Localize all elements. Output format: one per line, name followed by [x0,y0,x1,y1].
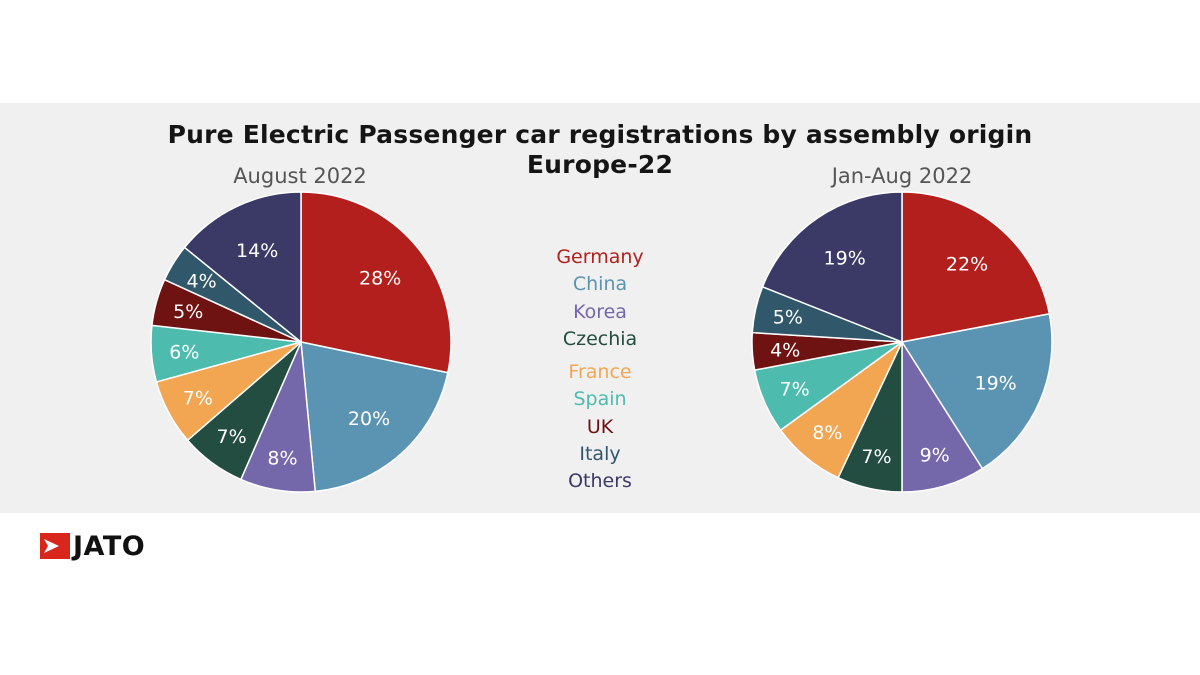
slice-label-uk: 4% [770,339,800,361]
slice-label-china: 19% [974,373,1016,395]
slice-label-china: 20% [348,408,390,430]
legend-item-france: France [568,361,632,384]
slice-label-italy: 4% [187,270,217,292]
legend-item-others: Others [568,470,632,493]
pie-august-2022: 28% 20% 8% 7%7% 6% 5% 4% 14% [150,191,452,493]
pie-jan-aug-title: Jan-Aug 2022 [831,164,973,188]
chart-title: Pure Electric Passenger car registration… [167,120,1033,149]
slice-label-france: 7% [183,387,213,409]
slice-label-spain: 6% [169,341,199,363]
slice-label-korea: 8% [267,448,297,470]
slice-others [761,191,903,344]
jato-logo: JATO [40,530,145,562]
slice-china [300,341,449,493]
pie-august-title: August 2022 [233,164,367,188]
slice-label-others: 14% [236,240,278,262]
chart-subtitle: Europe-22 [526,150,674,179]
slice-label-uk: 5% [173,301,203,323]
slice-korea [901,339,984,493]
slice-label-germany: 22% [946,253,988,275]
slice-label-italy: 5% [773,306,803,328]
legend-item-uk: UK [586,415,614,438]
slice-label-france: 8% [812,422,842,444]
slice-label-czechia: 7% [217,426,247,448]
pie-jan-aug-2022: 22%19%9%7%8%7%4%5%19% [751,191,1053,493]
slice-germany [901,191,1051,343]
legend-item-spain: Spain [573,388,627,411]
slice-others [183,191,302,344]
legend-item-korea: Korea [573,300,627,323]
slice-label-czechia: 7% [861,446,891,468]
slice-china [900,313,1053,470]
legend: Germany China Korea Czechia France Spain UK Ita… [500,244,700,496]
jato-logo-text: JATO [73,530,146,562]
legend-item-china: China [572,273,628,296]
legend-item-italy: Italy [579,443,621,466]
legend-item-germany: Germany [556,246,644,268]
slice-label-korea: 9% [920,444,950,466]
slice-germany [300,191,452,374]
slice-label-germany: 28% [359,268,401,290]
jato-logo-icon [40,533,70,559]
legend-item-czechia: Czechia [562,327,638,350]
slice-label-spain: 7% [780,378,810,400]
slice-label-others: 19% [824,248,866,270]
